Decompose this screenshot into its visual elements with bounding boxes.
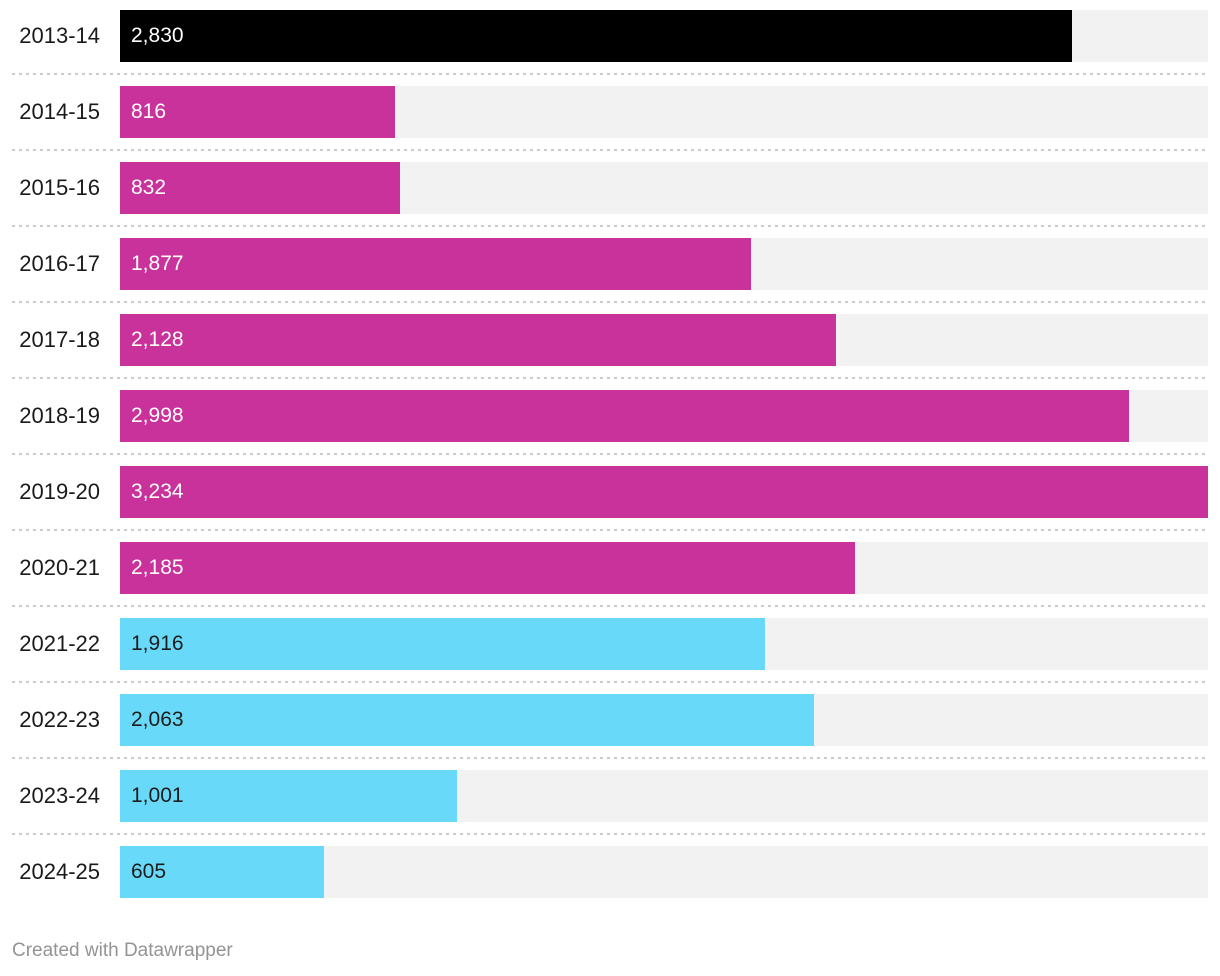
bar-row: 2017-18 2,128 bbox=[0, 304, 1220, 380]
bar: 605 bbox=[120, 846, 324, 898]
bar-row: 2022-23 2,063 bbox=[0, 684, 1220, 760]
category-label: 2017-18 bbox=[19, 327, 100, 352]
category-label: 2016-17 bbox=[19, 251, 100, 276]
category-label: 2020-21 bbox=[19, 555, 100, 580]
bar: 816 bbox=[120, 86, 395, 138]
category-label: 2024-25 bbox=[19, 859, 100, 884]
category-label: 2019-20 bbox=[19, 479, 100, 504]
bar-row: 2024-25 605 bbox=[0, 836, 1220, 912]
value-label: 3,234 bbox=[131, 480, 184, 503]
category-label: 2018-19 bbox=[19, 403, 100, 428]
bar-track: 1,001 bbox=[120, 770, 1208, 822]
bar-track: 1,877 bbox=[120, 238, 1208, 290]
bar: 832 bbox=[120, 162, 400, 214]
value-label: 832 bbox=[131, 176, 167, 199]
datawrapper-credit-link[interactable]: Created with Datawrapper bbox=[12, 940, 233, 961]
bar-row: 2014-15 816 bbox=[0, 76, 1220, 152]
bar: 2,185 bbox=[120, 542, 856, 594]
bar: 1,001 bbox=[120, 770, 457, 822]
bar: 1,877 bbox=[120, 238, 752, 290]
category-label: 2021-22 bbox=[19, 631, 100, 656]
bar-track: 3,234 bbox=[120, 466, 1208, 518]
bar-row: 2023-24 1,001 bbox=[0, 760, 1220, 836]
bar-row: 2013-14 2,830 bbox=[0, 0, 1220, 76]
bar-row: 2016-17 1,877 bbox=[0, 228, 1220, 304]
bar-track: 2,998 bbox=[120, 390, 1208, 442]
value-label: 1,001 bbox=[131, 784, 184, 807]
chart-footer: Created with Datawrapper bbox=[0, 912, 1220, 962]
category-label: 2022-23 bbox=[19, 707, 100, 732]
bar-track: 2,830 bbox=[120, 10, 1208, 62]
value-label: 816 bbox=[131, 100, 167, 123]
bar-row: 2021-22 1,916 bbox=[0, 608, 1220, 684]
category-label: 2015-16 bbox=[19, 175, 100, 200]
bar-track: 816 bbox=[120, 86, 1208, 138]
value-label: 2,998 bbox=[131, 404, 184, 427]
bar: 2,998 bbox=[120, 390, 1129, 442]
bar-track: 2,063 bbox=[120, 694, 1208, 746]
bar-row: 2018-19 2,998 bbox=[0, 380, 1220, 456]
bar: 2,830 bbox=[120, 10, 1073, 62]
value-label: 2,830 bbox=[131, 24, 184, 47]
bar: 2,063 bbox=[120, 694, 815, 746]
value-label: 2,063 bbox=[131, 708, 184, 731]
bar: 1,916 bbox=[120, 618, 765, 670]
bar-track: 1,916 bbox=[120, 618, 1208, 670]
bar: 3,234 bbox=[120, 466, 1208, 518]
bar-track: 832 bbox=[120, 162, 1208, 214]
bar-track: 2,185 bbox=[120, 542, 1208, 594]
chart-rows: 2013-14 2,830 2014-15 816 2015-16 832 2016-17 1… bbox=[0, 0, 1220, 912]
value-label: 1,916 bbox=[131, 632, 184, 655]
bar-track: 2,128 bbox=[120, 314, 1208, 366]
bar: 2,128 bbox=[120, 314, 836, 366]
value-label: 2,128 bbox=[131, 328, 184, 351]
value-label: 1,877 bbox=[131, 252, 184, 275]
bar-track: 605 bbox=[120, 846, 1208, 898]
value-label: 605 bbox=[131, 860, 167, 883]
category-label: 2023-24 bbox=[19, 783, 100, 808]
bar-row: 2015-16 832 bbox=[0, 152, 1220, 228]
bar-row: 2019-20 3,234 bbox=[0, 456, 1220, 532]
category-label: 2013-14 bbox=[19, 23, 100, 48]
category-label: 2014-15 bbox=[19, 99, 100, 124]
bar-row: 2020-21 2,185 bbox=[0, 532, 1220, 608]
value-label: 2,185 bbox=[131, 556, 184, 579]
